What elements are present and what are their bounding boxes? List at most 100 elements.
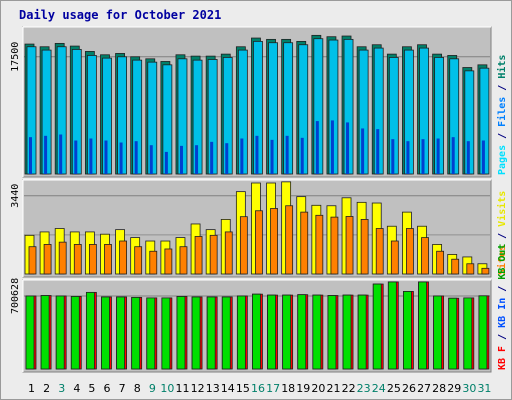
bar xyxy=(191,296,201,370)
x-tick-label: 17 xyxy=(266,382,280,395)
y-max-label: 700628 xyxy=(10,278,21,314)
x-tick-label: 9 xyxy=(149,382,156,395)
bar xyxy=(346,122,350,174)
bar xyxy=(85,291,95,370)
bar xyxy=(403,291,412,370)
y-max-label: 17500 xyxy=(10,42,21,72)
bar xyxy=(330,216,339,275)
bar xyxy=(436,138,440,174)
bar xyxy=(421,237,429,275)
legend: Pages / Files / Hits xyxy=(496,55,508,175)
series-files xyxy=(26,38,490,175)
bar xyxy=(315,121,319,174)
bar xyxy=(357,294,367,370)
bar xyxy=(119,240,127,275)
x-tick-label: 13 xyxy=(206,382,220,395)
legend-entry: Hits xyxy=(496,55,508,79)
bar xyxy=(255,135,259,174)
bar xyxy=(221,296,231,370)
bar xyxy=(252,293,261,370)
legend-entry: Pages xyxy=(497,145,508,175)
bar xyxy=(478,295,488,370)
bar xyxy=(451,258,460,275)
bar xyxy=(236,295,246,370)
panel-visits-sites: 3440 Sites / Visits xyxy=(10,179,508,278)
legend-entry: / xyxy=(497,328,508,346)
bar xyxy=(29,137,32,174)
x-tick-label: 22 xyxy=(342,382,356,395)
chart-title: Daily usage for October 2021 xyxy=(19,8,221,22)
bar xyxy=(240,138,244,174)
bar xyxy=(285,205,294,275)
bar xyxy=(372,283,382,370)
bar xyxy=(255,210,263,275)
legend-entry: / xyxy=(497,227,508,245)
x-tick-label: 2 xyxy=(43,382,50,395)
bar xyxy=(315,214,324,275)
x-tick-label: 15 xyxy=(236,382,250,395)
bar xyxy=(134,141,138,174)
bar xyxy=(436,250,445,275)
x-tick-label: 11 xyxy=(176,382,190,395)
bar xyxy=(312,294,322,370)
bar xyxy=(104,140,108,174)
legend-entry: Sites xyxy=(496,245,508,275)
bar xyxy=(104,244,112,275)
bar xyxy=(44,135,48,174)
x-tick-label: 16 xyxy=(251,382,265,395)
bar xyxy=(433,295,443,370)
bar xyxy=(481,267,490,275)
bar xyxy=(195,145,199,174)
bar xyxy=(55,295,65,370)
x-tick-label: 30 xyxy=(462,382,476,395)
x-tick-label: 1 xyxy=(28,382,35,395)
bar xyxy=(116,296,125,370)
bar xyxy=(481,140,485,174)
bar xyxy=(361,128,365,174)
bar xyxy=(421,139,425,174)
bar xyxy=(267,294,276,370)
bar xyxy=(89,138,93,174)
bar xyxy=(70,296,80,370)
x-tick-label: 12 xyxy=(191,382,205,395)
x-tick-label: 6 xyxy=(104,382,111,395)
bar xyxy=(206,296,216,370)
panel-kbytes: 700628 KB F / KB In / KB Out xyxy=(10,244,508,373)
legend-entry: Files xyxy=(496,97,508,127)
x-tick-label: 24 xyxy=(372,382,386,395)
bar xyxy=(134,246,143,275)
bar xyxy=(406,141,410,174)
series-kb-out xyxy=(25,281,488,370)
legend-entry: / xyxy=(497,280,508,298)
bar xyxy=(209,234,218,275)
bar xyxy=(448,297,458,370)
x-tick-label: 26 xyxy=(402,382,416,395)
x-tick-label: 27 xyxy=(417,382,431,395)
bar xyxy=(179,145,183,174)
x-tick-label: 4 xyxy=(73,382,80,395)
x-tick-label: 20 xyxy=(311,382,325,395)
x-tick-label: 28 xyxy=(432,382,446,395)
bar xyxy=(330,120,334,174)
x-tick-label: 7 xyxy=(119,382,126,395)
bar xyxy=(101,296,110,370)
x-tick-label: 3 xyxy=(58,382,65,395)
bar xyxy=(73,244,82,275)
bar xyxy=(282,294,292,370)
legend-entry: Visits xyxy=(496,191,508,227)
x-tick-label: 29 xyxy=(447,382,461,395)
bar xyxy=(390,240,399,275)
x-tick-label: 23 xyxy=(357,382,371,395)
bar xyxy=(210,141,214,174)
bar xyxy=(28,246,37,275)
x-tick-label: 25 xyxy=(387,382,401,395)
legend-entry: / xyxy=(497,127,508,145)
x-tick-label: 8 xyxy=(134,382,141,395)
bar xyxy=(149,250,158,275)
bar xyxy=(119,142,123,174)
bar xyxy=(179,246,188,275)
bar xyxy=(225,143,229,174)
x-tick-label: 19 xyxy=(296,382,310,395)
bar xyxy=(375,228,384,275)
